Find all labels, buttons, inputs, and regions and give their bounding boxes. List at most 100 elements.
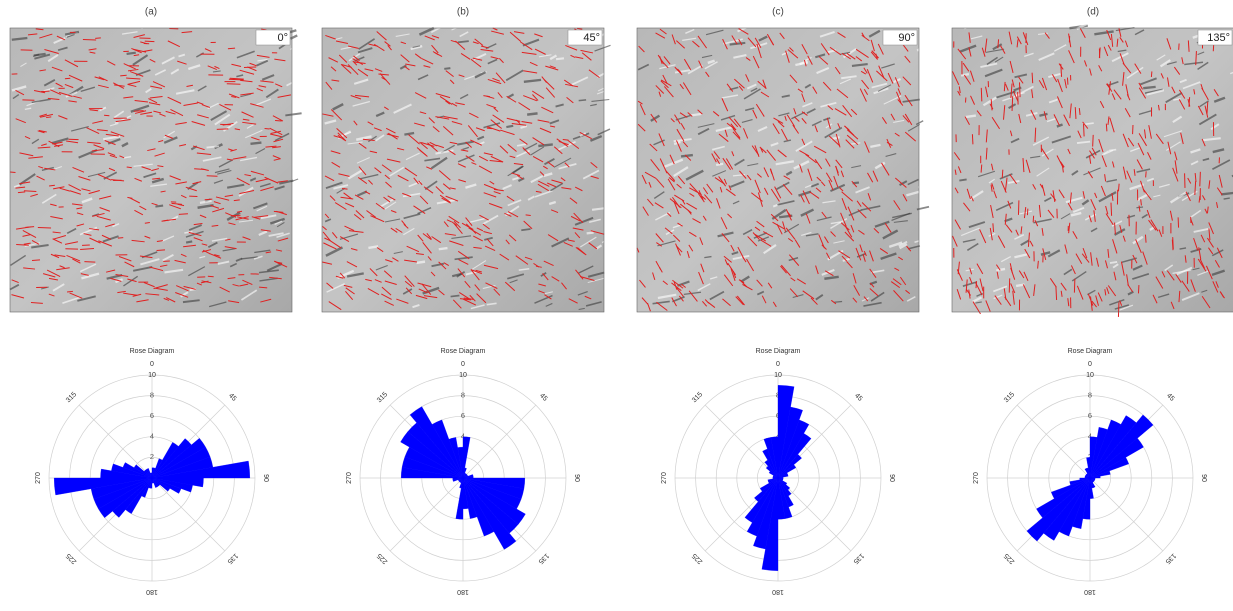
- direction-label: 135: [852, 552, 865, 565]
- hillshade-map: [637, 27, 929, 312]
- lineament: [275, 120, 282, 121]
- grid-spoke: [463, 405, 536, 478]
- terrain-shade: [1110, 262, 1117, 263]
- lineament: [342, 188, 347, 189]
- chart-title: Rose Diagram: [1068, 348, 1113, 355]
- lineament: [1111, 203, 1112, 216]
- direction-label: 90: [1200, 474, 1207, 482]
- lineament: [981, 88, 982, 102]
- direction-label: 45: [227, 392, 238, 403]
- terrain-shade: [587, 233, 594, 234]
- chart-title: Rose Diagram: [756, 348, 801, 355]
- lineament: [1056, 287, 1057, 300]
- panel-label: (c): [772, 7, 784, 18]
- lineament: [120, 75, 126, 76]
- lineament: [563, 139, 569, 140]
- direction-label: 270: [35, 472, 42, 484]
- hillshade-map: [952, 20, 1233, 317]
- lineament: [244, 67, 256, 68]
- direction-label: 0: [461, 361, 465, 368]
- direction-label: 180: [772, 588, 784, 595]
- lineament: [1145, 235, 1146, 243]
- direction-label: 135: [537, 552, 550, 565]
- lineament: [1118, 184, 1119, 192]
- hillshade-map: [322, 20, 616, 312]
- lineament: [228, 48, 235, 49]
- direction-label: 135: [226, 552, 239, 565]
- lineament: [65, 78, 70, 79]
- terrain-shade: [579, 100, 586, 101]
- lineament: [1196, 51, 1197, 65]
- terrain-shade: [959, 179, 966, 180]
- lineament: [134, 111, 144, 112]
- hillshade-map: [10, 24, 302, 312]
- direction-label: 315: [691, 391, 704, 404]
- lineament: [1118, 302, 1119, 317]
- chart-title: Rose Diagram: [441, 348, 486, 355]
- lineament: [1002, 170, 1003, 178]
- lineament: [1084, 124, 1085, 136]
- direction-label: 0: [1088, 361, 1092, 368]
- terrain-shade: [918, 184, 928, 188]
- direction-label: 270: [346, 472, 353, 484]
- lineament: [84, 262, 95, 263]
- azimuth-label: 90°: [898, 32, 915, 44]
- direction-label: 0: [150, 361, 154, 368]
- terrain-shade: [1143, 87, 1155, 88]
- lineament: [208, 276, 214, 277]
- lineament: [972, 134, 973, 144]
- terrain-shade: [716, 164, 723, 165]
- terrain-shade: [571, 20, 584, 28]
- terrain-shade: [417, 262, 425, 263]
- terrain-shade: [186, 241, 192, 242]
- direction-label: 45: [538, 392, 549, 403]
- lineament: [18, 192, 25, 193]
- direction-label: 225: [376, 552, 389, 565]
- terrain-shade: [34, 54, 46, 56]
- lineament: [1106, 124, 1107, 132]
- direction-label: 315: [376, 391, 389, 404]
- lineament: [1200, 172, 1201, 187]
- terrain-shade: [404, 133, 414, 135]
- direction-label: 90: [888, 474, 895, 482]
- lineament: [1012, 96, 1013, 111]
- lineament: [981, 165, 982, 173]
- direction-label: 225: [1003, 552, 1016, 565]
- direction-label: 225: [65, 552, 78, 565]
- map-background: [10, 28, 292, 312]
- lineament: [67, 291, 73, 292]
- lineament: [1173, 237, 1174, 249]
- terrain-shade: [521, 229, 530, 230]
- terrain-shade: [691, 114, 701, 115]
- terrain-shade: [556, 58, 564, 59]
- lineament: [993, 223, 994, 232]
- lineament: [227, 84, 241, 85]
- lineament: [104, 115, 109, 116]
- lineament: [1032, 73, 1033, 83]
- direction-label: 0: [776, 361, 780, 368]
- map-background: [952, 28, 1233, 312]
- chart-title: Rose Diagram: [130, 348, 175, 355]
- terrain-shade: [141, 24, 148, 28]
- figure: (a)0°(b)45°(c)90°(d)135°Rose Diagram2468…: [0, 0, 1233, 606]
- terrain-shade: [527, 113, 537, 114]
- terrain-shade: [458, 41, 469, 42]
- lineament: [145, 41, 155, 42]
- lineament: [32, 260, 40, 261]
- direction-label: 180: [146, 588, 158, 595]
- map-background: [322, 28, 604, 312]
- direction-label: 225: [691, 552, 704, 565]
- direction-label: 270: [973, 472, 980, 484]
- terrain-shade: [506, 126, 513, 127]
- terrain-shade: [155, 206, 163, 207]
- lineament: [1146, 171, 1147, 177]
- terrain-shade: [250, 143, 261, 144]
- lineament: [46, 117, 51, 118]
- terrain-shade: [439, 248, 448, 249]
- grid-spoke: [390, 478, 463, 551]
- panel-label: (b): [457, 7, 469, 18]
- terrain-shade: [451, 295, 460, 296]
- terrain-shade: [368, 246, 378, 248]
- direction-label: 315: [65, 391, 78, 404]
- direction-label: 315: [1003, 391, 1016, 404]
